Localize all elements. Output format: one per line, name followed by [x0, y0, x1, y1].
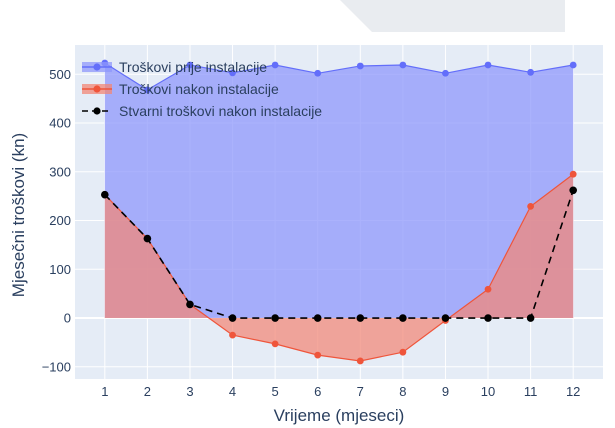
series-2-point[interactable]: [399, 348, 407, 356]
legend[interactable]: Troškovi prije instalacije Troškovi nakon…: [82, 59, 322, 119]
legend-label: Troškovi prije instalacije: [119, 59, 267, 75]
x-tick-label: 11: [524, 384, 538, 399]
legend-label: Troškovi nakon instalacije: [119, 81, 279, 97]
series-1-point[interactable]: [271, 61, 279, 69]
series-1-point[interactable]: [569, 61, 577, 69]
x-tick-label: 9: [442, 384, 449, 399]
series-2-point[interactable]: [356, 357, 364, 365]
y-tick-label: 400: [49, 116, 71, 131]
legend-marker: [93, 63, 101, 71]
series-line-1: [104, 62, 574, 91]
x-axis-title: Vrijeme (mjeseci): [274, 406, 405, 425]
x-tick-label: 12: [566, 384, 580, 399]
series-1-point[interactable]: [356, 62, 364, 70]
y-tick-label: 500: [49, 67, 71, 82]
legend-label: Stvarni troškovi nakon instalacije: [119, 103, 322, 119]
x-tick-label: 1: [101, 384, 108, 399]
x-tick-label: 4: [229, 384, 236, 399]
x-tick-label: 6: [314, 384, 321, 399]
series-lines: [104, 62, 574, 362]
series-2-point[interactable]: [527, 202, 535, 210]
series-3-point[interactable]: [356, 314, 365, 322]
y-tick-label: 0: [64, 311, 71, 326]
series-3-point[interactable]: [228, 314, 237, 322]
series-2-point[interactable]: [484, 285, 492, 293]
y-tick-label: −100: [42, 359, 71, 374]
x-tick-labels: 1 2 3 4 5 6 7 8 9 10 11 12: [101, 384, 580, 399]
series-3-point[interactable]: [526, 314, 535, 322]
x-tick-label: 10: [481, 384, 495, 399]
series-3-point[interactable]: [569, 186, 577, 195]
series-3-point[interactable]: [271, 314, 279, 322]
legend-marker: [93, 107, 101, 115]
series-3-point[interactable]: [441, 314, 450, 322]
area-fills: [104, 63, 574, 361]
x-tick-label: 8: [399, 384, 406, 399]
series-1-point[interactable]: [399, 61, 407, 69]
series-1-point[interactable]: [314, 69, 322, 77]
legend-marker: [93, 85, 101, 93]
series-1-point[interactable]: [527, 68, 535, 76]
x-tick-label: 2: [144, 384, 151, 399]
series-3-point[interactable]: [143, 234, 152, 243]
series-3-point[interactable]: [186, 300, 194, 309]
series-1-point[interactable]: [229, 69, 236, 77]
x-tick-label: 5: [272, 384, 279, 399]
y-tick-labels: −100 0 100 200 300 400 500: [42, 67, 71, 375]
y-axis-title: Mjesečni troškovi (kn): [9, 133, 28, 297]
top-banner: [0, 0, 615, 32]
series-1-point[interactable]: [484, 61, 492, 69]
series-2-point[interactable]: [271, 340, 279, 348]
series-3-point[interactable]: [484, 314, 492, 322]
area-fill-series-1: [104, 63, 574, 319]
series-1-point[interactable]: [442, 69, 449, 77]
series-1-point[interactable]: [143, 86, 151, 94]
x-tick-label: 3: [186, 384, 193, 399]
series-2-point[interactable]: [569, 170, 577, 178]
legend-item-2[interactable]: Troškovi nakon instalacije: [82, 81, 279, 97]
series-3-point[interactable]: [313, 314, 322, 322]
x-tick-label: 7: [357, 384, 364, 399]
series-1-point[interactable]: [186, 61, 194, 69]
legend-item-3[interactable]: Stvarni troškovi nakon instalacije: [82, 103, 322, 119]
y-tick-label: 200: [49, 213, 71, 228]
legend-item-1[interactable]: Troškovi prije instalacije: [82, 59, 267, 75]
series-2-point[interactable]: [229, 331, 236, 339]
area-fill-series-2: [104, 174, 574, 361]
series-2-point[interactable]: [314, 351, 322, 359]
y-tick-label: 100: [49, 262, 71, 277]
y-tick-label: 300: [49, 164, 71, 179]
series-3-point[interactable]: [399, 314, 407, 322]
series-line-3: [104, 190, 574, 319]
series-3-point[interactable]: [101, 190, 109, 199]
